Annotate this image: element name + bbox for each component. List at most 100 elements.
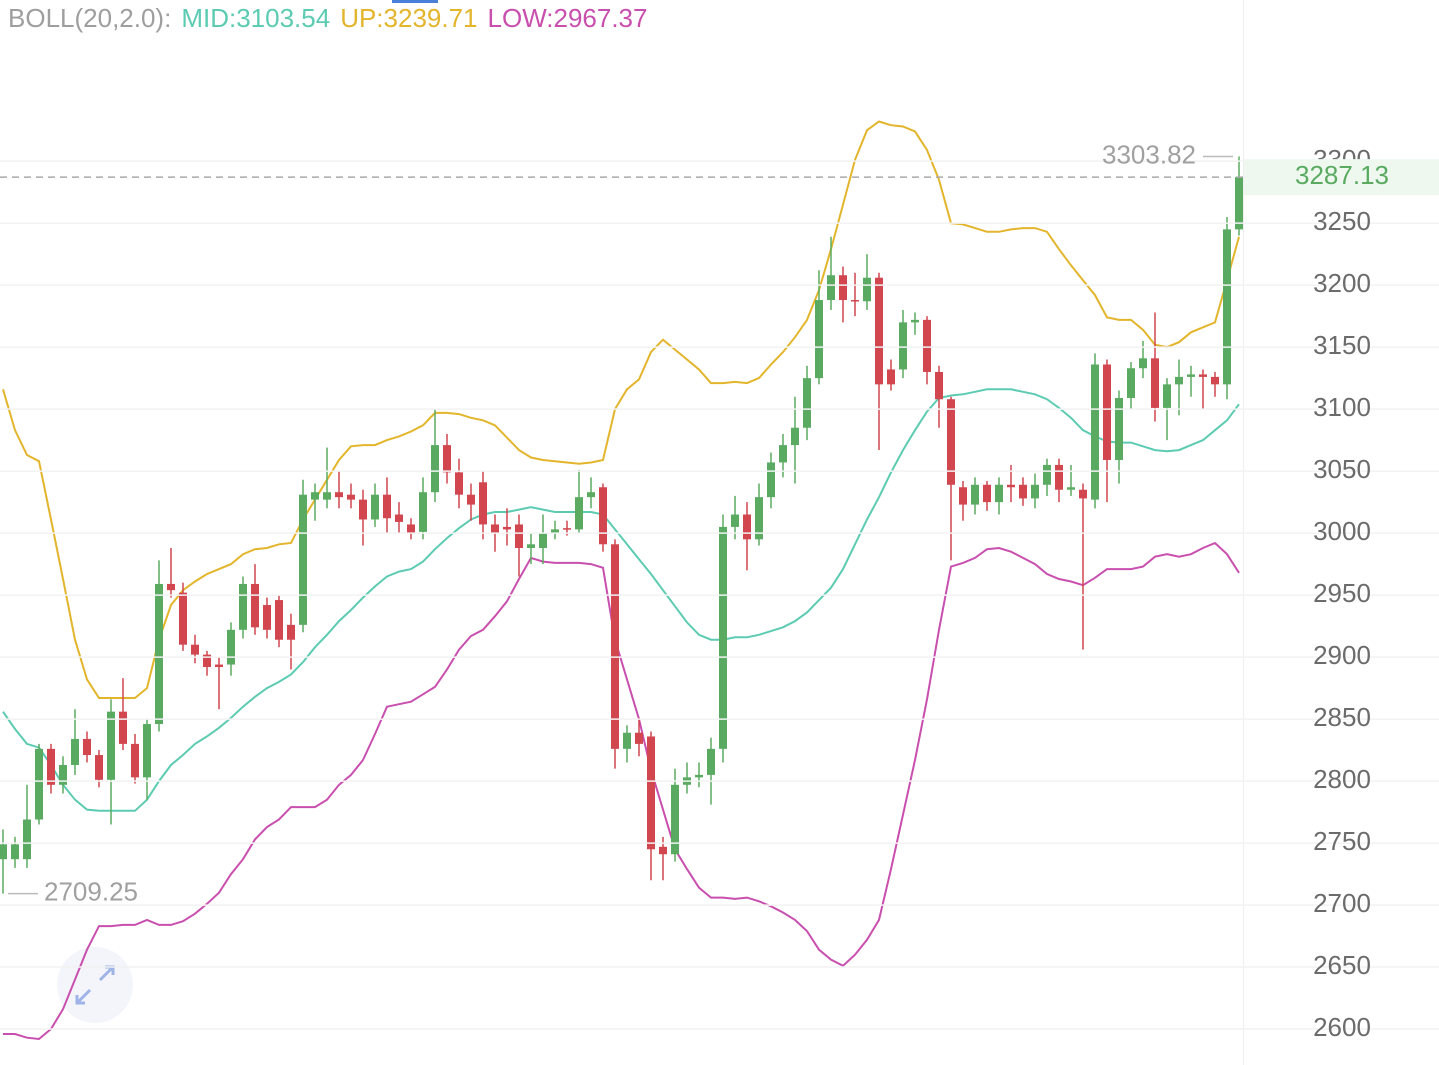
candle-body xyxy=(1199,374,1207,377)
candle-body xyxy=(179,592,187,645)
candle-body xyxy=(407,524,415,534)
candle-body xyxy=(239,583,247,630)
candle-body xyxy=(1043,464,1051,485)
candle-body xyxy=(611,544,619,749)
candle-body xyxy=(47,748,55,785)
candle-body xyxy=(503,526,511,530)
candle-body xyxy=(515,524,523,548)
band-line xyxy=(3,541,1240,1041)
candle-body xyxy=(551,529,559,534)
candle-body xyxy=(755,497,763,540)
y-tick-label: 3200 xyxy=(1313,268,1371,298)
candle-body xyxy=(1055,464,1063,490)
candle-body xyxy=(383,494,391,519)
candle-body xyxy=(947,399,955,485)
candle-body xyxy=(215,664,223,668)
candle-body xyxy=(839,275,847,301)
last-price-badge xyxy=(1244,159,1439,196)
candle-body xyxy=(203,654,211,668)
candle-body xyxy=(803,378,811,428)
expand-button[interactable] xyxy=(57,947,133,1023)
candle-body xyxy=(731,514,739,527)
candle-body xyxy=(983,484,991,503)
candle-body xyxy=(275,600,283,640)
candle-body xyxy=(1019,484,1027,499)
max-label: 3303.82 xyxy=(1102,139,1196,169)
candle-body xyxy=(935,371,943,400)
candle-body xyxy=(563,528,571,530)
candle-body xyxy=(923,319,931,372)
candle-body xyxy=(815,300,823,379)
band-line xyxy=(2,120,1240,699)
candle-body xyxy=(251,583,259,628)
candle-body xyxy=(1235,177,1243,230)
candle-body xyxy=(671,784,679,855)
candle-body xyxy=(431,445,439,493)
y-tick-label: 2800 xyxy=(1313,764,1371,794)
y-tick-label: 2650 xyxy=(1313,950,1371,980)
candle-body xyxy=(995,484,1003,503)
candle-body xyxy=(23,819,31,860)
candle-body xyxy=(527,544,535,548)
candle-body xyxy=(371,494,379,520)
candle-body xyxy=(311,492,319,500)
candle-body xyxy=(539,533,547,548)
candle-body xyxy=(587,492,595,498)
candle-body xyxy=(635,732,643,744)
candle-body xyxy=(1115,397,1123,460)
candle-body xyxy=(1211,376,1219,385)
candle-body xyxy=(395,514,403,522)
candle-body xyxy=(359,499,367,520)
y-tick-label: 2700 xyxy=(1313,888,1371,918)
expand-circle[interactable] xyxy=(57,947,133,1023)
candle-body xyxy=(695,774,703,778)
candle-body xyxy=(851,300,859,302)
candle-body xyxy=(1007,484,1015,488)
candle-body xyxy=(623,732,631,749)
plot-area xyxy=(0,120,1243,1041)
candle-body xyxy=(1091,364,1099,500)
candle-body xyxy=(887,369,895,385)
candle-body xyxy=(743,514,751,540)
legend-item: MID:3103.54 xyxy=(181,3,330,33)
candle-body xyxy=(1175,376,1183,385)
indicator-title: BOLL(20,2.0): xyxy=(8,3,171,33)
candle-body xyxy=(959,487,967,505)
min-label: 2709.25 xyxy=(44,876,138,906)
candle-body xyxy=(1223,229,1231,385)
y-tick-label: 2900 xyxy=(1313,640,1371,670)
candle-body xyxy=(335,492,343,498)
candle-body xyxy=(71,738,79,765)
band-line xyxy=(2,388,1240,812)
candle-body xyxy=(11,844,19,860)
candle-body xyxy=(155,583,163,725)
candle-body xyxy=(899,322,907,370)
candle-body xyxy=(443,445,451,473)
candle-body xyxy=(59,764,67,785)
candle-body xyxy=(707,748,715,775)
y-tick-label: 2750 xyxy=(1313,826,1371,856)
candle-body xyxy=(1079,489,1087,499)
candle-body xyxy=(35,748,43,820)
candle-body xyxy=(1163,384,1171,408)
candle-body xyxy=(0,844,7,860)
candle-body xyxy=(779,445,787,463)
y-tick-label: 3050 xyxy=(1313,454,1371,484)
candle-body xyxy=(647,736,655,850)
last-price-label: 3287.13 xyxy=(1295,160,1389,190)
candle-body xyxy=(287,624,295,640)
candle-body xyxy=(467,494,475,505)
candle-body xyxy=(227,629,235,665)
candle-body xyxy=(455,472,463,495)
legend-item: UP:3239.71 xyxy=(340,3,477,33)
candle-body xyxy=(659,846,667,855)
candle-body xyxy=(131,743,139,778)
candle-body xyxy=(1067,487,1075,490)
candle-body xyxy=(167,583,175,591)
candle-body xyxy=(83,738,91,756)
y-tick-label: 3150 xyxy=(1313,330,1371,360)
candle-body xyxy=(347,494,355,500)
y-tick-label: 2850 xyxy=(1313,702,1371,732)
